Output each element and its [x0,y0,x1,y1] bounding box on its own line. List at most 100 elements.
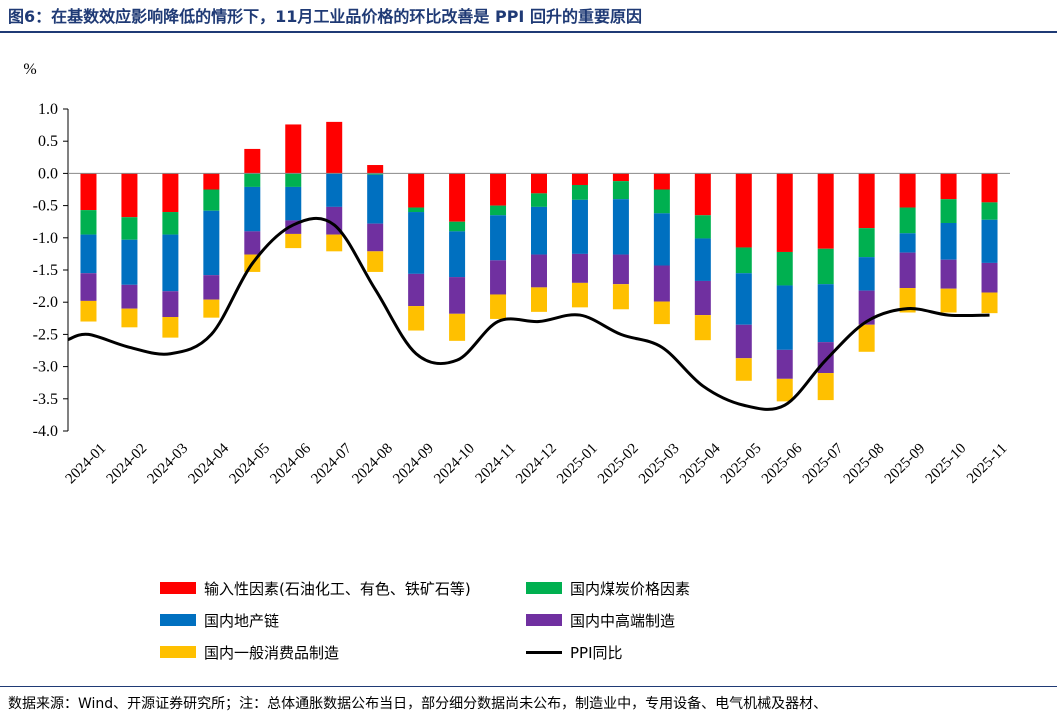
bar-segment-3 [776,285,793,350]
bar-segment-4 [858,290,875,325]
y-tick-label: -4.0 [33,423,58,440]
bar-segment-1 [694,173,711,216]
legend-item-consumer-goods: 国内一般消费品制造 [160,640,339,664]
bar-segment-3 [490,215,507,261]
y-tick-label: -3.5 [33,391,58,408]
bar-segment-2 [531,193,547,207]
bar-segment-3 [203,210,220,276]
bar-segment-5 [121,308,138,328]
y-tick-label: -3.0 [33,359,58,376]
bar-segment-5 [776,378,793,402]
bar-segment-2 [571,184,588,200]
x-tick-label: 2025-07 [800,440,847,487]
bar-segment-2 [162,212,179,235]
bar-segment-1 [490,173,507,206]
bar-segment-2 [612,181,629,200]
bar-segment-4 [940,259,957,289]
bar-segment-5 [981,292,998,314]
bar-segment-5 [899,288,916,313]
x-tick-label: 2025-01 [554,441,601,488]
bar-segment-3 [735,273,752,325]
bar-segment-3 [367,174,384,224]
bar-segment-1 [940,173,957,200]
y-tick-label: -0.5 [33,198,58,215]
y-tick-label: -1.5 [33,262,58,279]
bar-segment-1 [612,173,629,182]
bar-segment-5 [490,294,507,319]
bar-segment-5 [940,288,957,313]
x-axis-ticks: 2024-012024-022024-032024-042024-052024-… [63,440,1011,487]
bar-segment-2 [940,199,957,223]
bar-segment-3 [285,186,302,221]
x-tick-label: 2024-09 [390,441,437,488]
bar-segment-1 [203,173,220,190]
x-tick-label: 2024-01 [63,441,110,488]
bar-segment-1 [817,173,834,249]
legend-item-high-end-manufacturing: 国内中高端制造 [526,608,675,632]
bar-segment-5 [80,300,97,322]
bar-segment-5 [162,317,179,338]
legend-swatch-green [526,582,562,594]
bar-segment-3 [162,234,179,292]
bar-segment-1 [735,173,752,248]
bar-segment-3 [449,231,466,278]
bar-segment-5 [326,234,343,252]
bar-segment-3 [899,233,916,253]
bar-segment-5 [735,358,752,381]
bar-segment-3 [612,199,629,255]
bar-segment-2 [653,189,670,214]
title-divider [0,31,1057,33]
bar-segment-4 [121,284,138,309]
legend-label: 国内一般消费品制造 [204,643,340,662]
y-tick-label: 0.0 [38,165,58,182]
y-tick-label: -1.0 [33,230,58,247]
legend-label: 输入性因素(石油化工、有色、铁矿石等) [204,579,471,598]
bar-segment-3 [244,186,261,232]
chart-title: 图6：在基数效应影响降低的情形下，11月工业品价格的环比改善是 PPI 回升的重… [8,7,642,26]
y-axis-unit-label: % [23,61,36,78]
bar-segment-5 [367,251,384,272]
axes [67,109,1010,431]
legend-swatch-yellow [160,646,196,658]
bar-segment-4 [571,253,588,283]
legend-label: 国内煤炭价格因素 [570,579,691,598]
x-tick-label: 2024-05 [226,441,273,488]
legend-label: 国内中高端制造 [570,611,676,630]
bar-segment-3 [694,238,711,281]
bar-segment-5 [653,301,670,325]
bar-segment-4 [531,254,547,288]
legend-swatch-purple [526,614,562,626]
bar-segment-4 [162,291,179,318]
bar-segment-2 [408,207,425,213]
bar-segment-1 [449,173,466,222]
bar-segment-4 [735,324,752,359]
bar-segment-3 [531,206,547,255]
bar-segment-1 [899,173,916,208]
bar-segment-4 [367,223,384,252]
bar-segment-2 [490,205,507,216]
bar-segment-4 [408,273,425,307]
bar-segment-1 [121,173,138,218]
y-tick-label: 1.0 [38,101,58,118]
legend-item-real-estate-chain: 国内地产链 [160,608,279,632]
bar-segment-4 [612,254,629,285]
bar-segment-1 [367,165,384,174]
bar-segment-1 [981,173,998,203]
bar-segment-4 [981,262,998,293]
y-tick-label: -2.0 [33,294,58,311]
legend-item-imported-factors: 输入性因素(石油化工、有色、铁矿石等) [160,576,471,600]
x-tick-label: 2024-08 [349,441,396,488]
x-tick-label: 2024-10 [431,441,478,488]
bar-segment-1 [858,173,875,229]
bar-segment-4 [899,252,916,289]
bar-segment-1 [776,173,793,252]
bar-segment-5 [285,233,302,249]
bar-segment-2 [776,251,793,286]
bar-segment-3 [817,284,834,343]
footer-divider [0,686,1057,687]
bar-segment-2 [367,173,384,175]
bar-segment-5 [203,299,220,318]
bar-segment-2 [817,248,834,285]
bar-segment-1 [326,121,343,174]
bar-segment-5 [408,306,425,331]
